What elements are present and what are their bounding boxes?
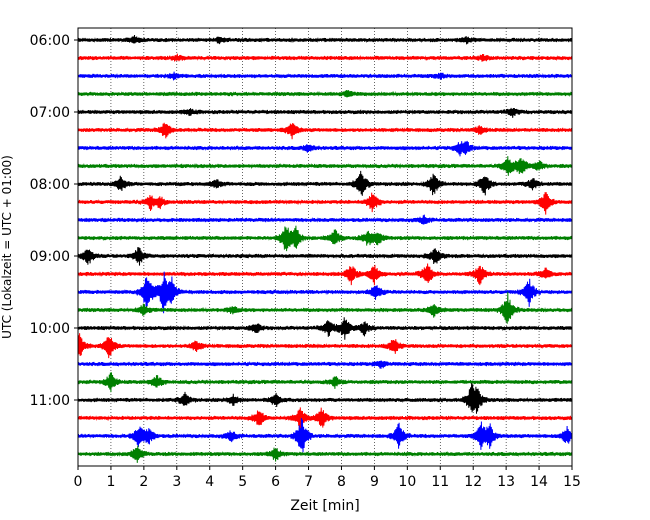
grid-lines xyxy=(110,28,540,466)
x-tick-label: 11 xyxy=(431,474,449,490)
trace-0845 xyxy=(77,225,573,252)
x-tick-label: 4 xyxy=(205,474,214,490)
trace-0630 xyxy=(77,71,573,81)
x-tick-label: 3 xyxy=(172,474,181,490)
y-tick-label: 07:00 xyxy=(30,105,70,121)
trace-0800 xyxy=(77,170,573,196)
trace-0915 xyxy=(77,263,573,286)
trace-1045 xyxy=(77,372,573,393)
x-tick-label: 14 xyxy=(530,474,548,490)
trace-0815 xyxy=(77,192,573,215)
x-tick-label: 8 xyxy=(337,474,346,490)
trace-0900 xyxy=(77,247,573,266)
trace-1030 xyxy=(77,360,573,369)
trace-0715 xyxy=(77,122,573,140)
x-axis-label: Zeit [min] xyxy=(290,498,359,514)
x-tick-label: 2 xyxy=(139,474,148,490)
x-axis-ticks: 0 1 2 3 4 5 6 7 8 9 10 11 12 13 14 15 xyxy=(74,466,581,490)
trace-0615 xyxy=(77,53,573,62)
trace-0700 xyxy=(77,107,573,118)
y-axis-label: UTC (Lokalzeit = UTC + 01:00) xyxy=(0,155,14,339)
y-tick-label: 06:00 xyxy=(30,33,70,49)
y-tick-label: 08:00 xyxy=(30,177,70,193)
seismic-traces xyxy=(77,34,573,463)
trace-0730 xyxy=(77,140,573,157)
trace-1000 xyxy=(77,317,573,340)
y-tick-label: 10:00 xyxy=(30,321,70,337)
x-tick-label: 5 xyxy=(238,474,247,490)
trace-0830 xyxy=(77,214,573,225)
trace-0945 xyxy=(77,291,573,324)
trace-1145 xyxy=(77,445,573,463)
y-tick-label: 09:00 xyxy=(30,249,70,265)
x-tick-label: 6 xyxy=(271,474,280,490)
trace-0645 xyxy=(77,90,573,98)
trace-0745 xyxy=(77,156,573,176)
x-tick-label: 15 xyxy=(563,474,581,490)
trace-1130 xyxy=(77,418,573,453)
trace-0600 xyxy=(77,34,573,45)
x-tick-label: 9 xyxy=(370,474,379,490)
x-tick-label: 0 xyxy=(74,474,83,490)
x-tick-label: 12 xyxy=(464,474,482,490)
x-tick-label: 13 xyxy=(497,474,515,490)
x-tick-label: 10 xyxy=(398,474,416,490)
plot-frame xyxy=(77,27,573,467)
y-tick-label: 11:00 xyxy=(30,393,70,409)
x-tick-label: 7 xyxy=(304,474,313,490)
x-tick-label: 1 xyxy=(106,474,115,490)
trace-1100 xyxy=(77,383,573,414)
trace-1115 xyxy=(77,407,573,430)
y-axis-ticks: 06:00 07:00 08:00 09:00 10:00 11:00 xyxy=(30,33,78,409)
trace-1015 xyxy=(77,333,573,359)
trace-0930 xyxy=(77,271,573,314)
